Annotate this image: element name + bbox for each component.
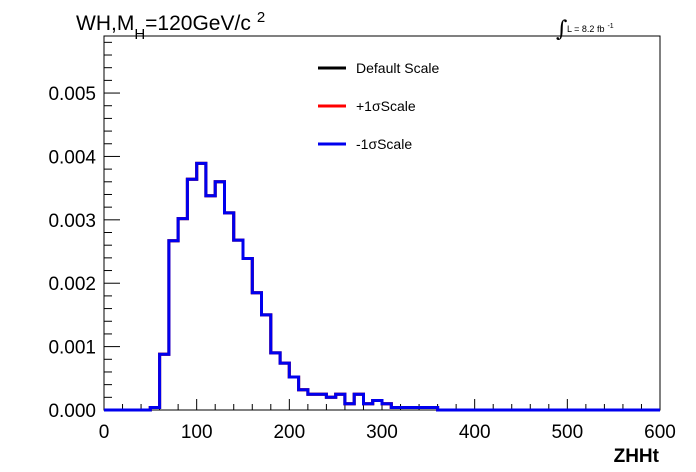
x-axis-title: ZHHt <box>614 446 660 467</box>
y-tick-label: 0.001 <box>48 338 96 359</box>
y-tick-label: 0.003 <box>48 211 96 232</box>
title-superscript: 2 <box>257 9 265 26</box>
x-tick-label: 0 <box>99 422 110 443</box>
x-tick-label: 500 <box>551 422 583 443</box>
legend-label: -1σScale <box>356 136 412 152</box>
legend: Default Scale +1σScale -1σScale <box>318 60 439 152</box>
axes: 0 100 200 300 400 500 600 0.000 0.001 0.002 0.003 0… <box>48 41 676 443</box>
y-tick-label: 0.000 <box>48 401 96 422</box>
luminosity-text: L = 8.2 fb <box>567 24 604 34</box>
title-main: WH,M <box>76 12 134 35</box>
chart-title: WH,MH=120GeV/c 2 <box>76 9 265 43</box>
x-tick-label: 600 <box>644 422 676 443</box>
legend-label: Default Scale <box>356 60 439 76</box>
series-line-3 <box>104 161 660 412</box>
y-tick-label: 0.005 <box>48 84 96 105</box>
x-tick-label: 100 <box>181 422 213 443</box>
luminosity-label: L = 8.2 fb -1 <box>567 23 614 34</box>
y-tick-label: 0.002 <box>48 274 96 295</box>
luminosity-superscript: -1 <box>607 23 613 30</box>
legend-label: +1σScale <box>356 98 416 114</box>
x-tick-label: 200 <box>273 422 305 443</box>
y-tick-label: 0.004 <box>48 147 96 168</box>
x-tick-label: 300 <box>366 422 398 443</box>
x-tick-label: 400 <box>459 422 491 443</box>
title-rest: =120GeV/c <box>145 12 251 35</box>
title-subscript: H <box>134 26 145 43</box>
series-layer <box>104 161 660 412</box>
